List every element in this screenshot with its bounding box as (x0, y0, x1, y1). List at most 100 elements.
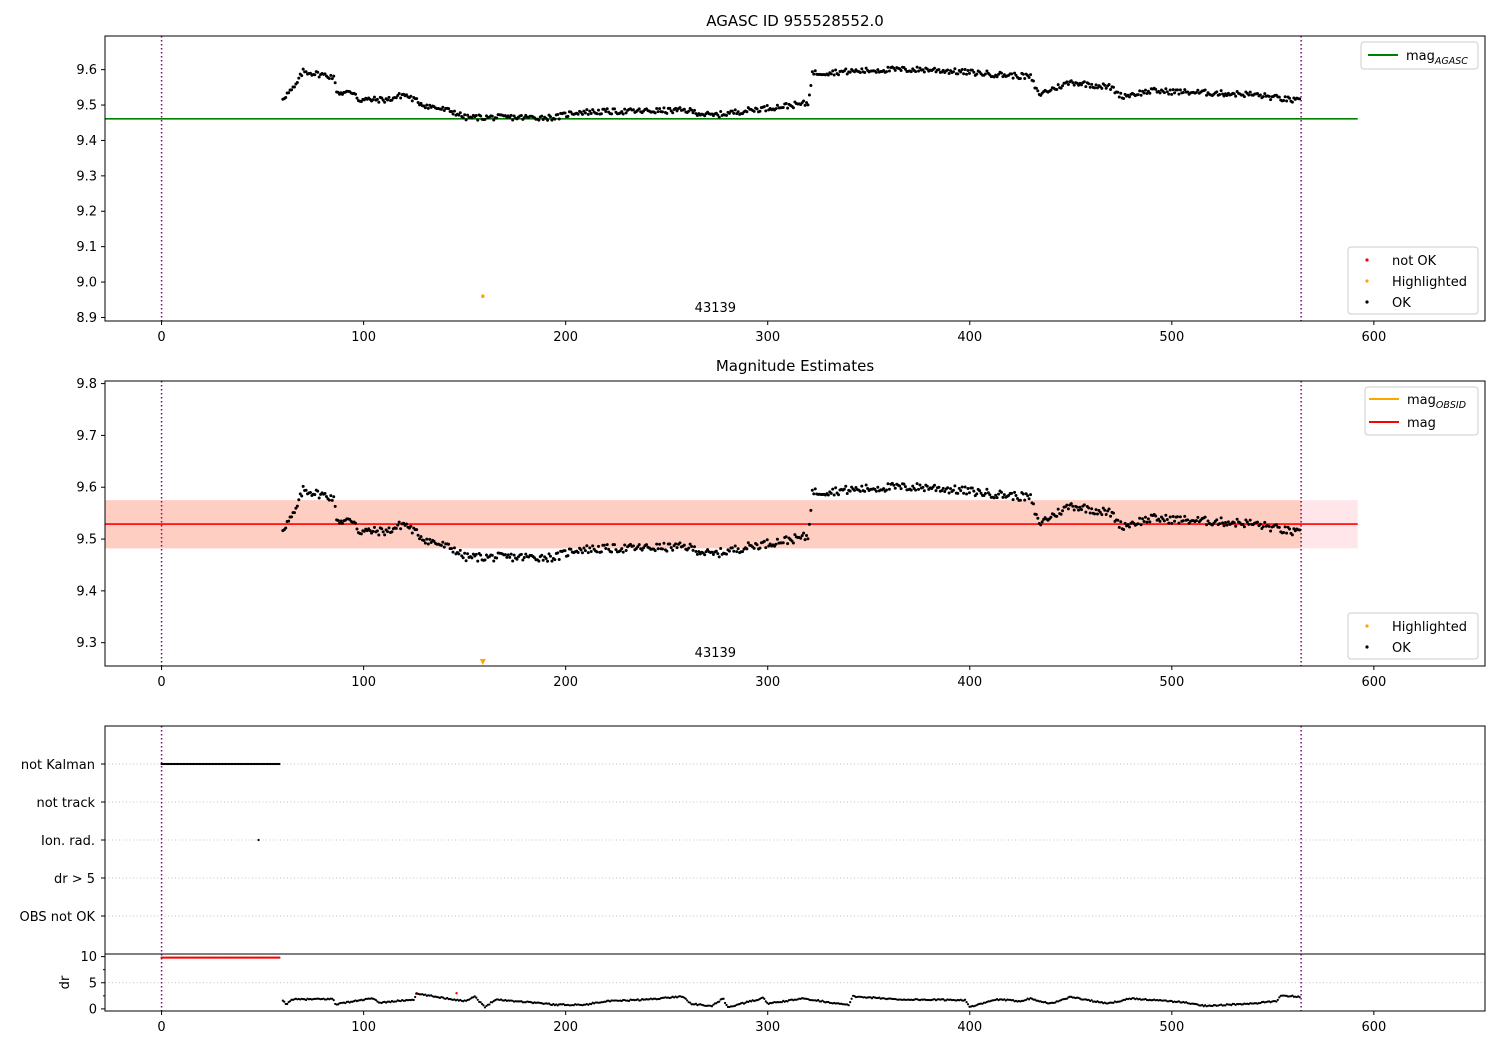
ok-point (710, 550, 714, 554)
ok-point (474, 114, 478, 118)
ok-point (658, 542, 662, 546)
ok-point (425, 103, 429, 107)
ok-point (805, 533, 809, 537)
x-tick-label: 500 (1159, 330, 1184, 345)
dr-point (304, 998, 308, 1002)
ok-point (745, 547, 749, 551)
ok-point (1148, 520, 1152, 524)
ok-point (439, 543, 443, 547)
ok-point (1219, 89, 1223, 93)
ok-point (1095, 86, 1099, 90)
ok-point (1010, 491, 1014, 495)
ok-point (476, 118, 480, 122)
ok-point (380, 527, 384, 531)
ok-point (355, 527, 359, 531)
ok-point (1175, 515, 1179, 519)
ok-point (791, 541, 795, 545)
ok-point (1274, 523, 1278, 527)
ok-point (1104, 86, 1108, 90)
ok-point (1145, 520, 1149, 524)
ok-point (925, 67, 929, 71)
y-axis-label: dr (58, 975, 73, 989)
ok-point (637, 107, 641, 111)
ok-point (304, 70, 308, 74)
ok-point (1061, 84, 1065, 88)
dr-point (482, 1004, 485, 1007)
ok-point (807, 93, 811, 97)
ok-point (972, 70, 976, 74)
ok-point (668, 106, 672, 110)
ok-point (690, 108, 694, 112)
ok-point (802, 531, 806, 535)
ok-point (967, 491, 971, 495)
ok-point (1283, 95, 1287, 99)
ok-point (893, 68, 897, 72)
ok-point (1255, 520, 1259, 524)
ok-point (579, 548, 583, 552)
ok-point (397, 520, 401, 524)
ok-point (503, 553, 507, 557)
ok-point (589, 550, 593, 554)
ok-point (416, 533, 420, 537)
ok-point (451, 112, 455, 116)
x-tick-label: 100 (351, 675, 376, 690)
ok-point (415, 97, 419, 101)
ok-point (586, 551, 590, 555)
ok-point (959, 70, 963, 74)
dr-point (1275, 1000, 1278, 1003)
ok-point (548, 554, 552, 558)
dr-point (763, 997, 766, 1000)
ok-point (457, 113, 461, 117)
ok-point (1248, 518, 1252, 522)
ok-point (665, 111, 669, 115)
ok-point (1186, 518, 1190, 522)
ok-point (805, 101, 809, 105)
ok-point (490, 553, 494, 557)
ok-point (746, 541, 750, 545)
ok-point (765, 104, 769, 108)
chart-title: Magnitude Estimates (716, 357, 874, 375)
ok-point (1109, 87, 1113, 91)
ok-point (450, 547, 454, 551)
ok-point (509, 552, 513, 556)
x-tick-label: 300 (755, 330, 780, 345)
ok-point (1119, 91, 1123, 95)
ok-point (1138, 516, 1142, 520)
ok-point (882, 487, 886, 491)
ok-point (522, 556, 526, 560)
ok-point (596, 544, 600, 548)
ok-point (464, 118, 468, 122)
ok-points (281, 65, 1302, 122)
ok-point (470, 116, 474, 120)
ok-point (809, 508, 813, 512)
ok-point (1173, 519, 1177, 523)
ok-point (1222, 94, 1226, 98)
ok-point (662, 106, 666, 110)
ok-point (752, 109, 756, 113)
ok-point (1061, 509, 1065, 513)
ok-point (287, 91, 291, 95)
ok-point (1116, 90, 1120, 94)
ok-point (832, 493, 836, 497)
ok-point (1258, 93, 1262, 97)
ok-point (610, 112, 614, 116)
ok-point (553, 558, 557, 562)
ok-point (848, 489, 852, 493)
ok-point (1139, 93, 1143, 97)
ok-point (620, 547, 624, 551)
ok-point (1183, 514, 1187, 518)
ok-point (506, 553, 510, 557)
ok-point (544, 557, 548, 561)
dr-point (1112, 1001, 1115, 1004)
ok-point (1164, 87, 1168, 91)
x-tick-label: 500 (1159, 675, 1184, 690)
ok-point (892, 483, 896, 487)
ok-point (1285, 99, 1289, 103)
ok-point (483, 558, 487, 562)
ok-point (1215, 518, 1219, 522)
dr-point (414, 995, 417, 999)
ok-point (355, 96, 359, 100)
ok-point (1258, 522, 1262, 526)
ok-point (1082, 503, 1086, 507)
ok-point (876, 485, 880, 489)
